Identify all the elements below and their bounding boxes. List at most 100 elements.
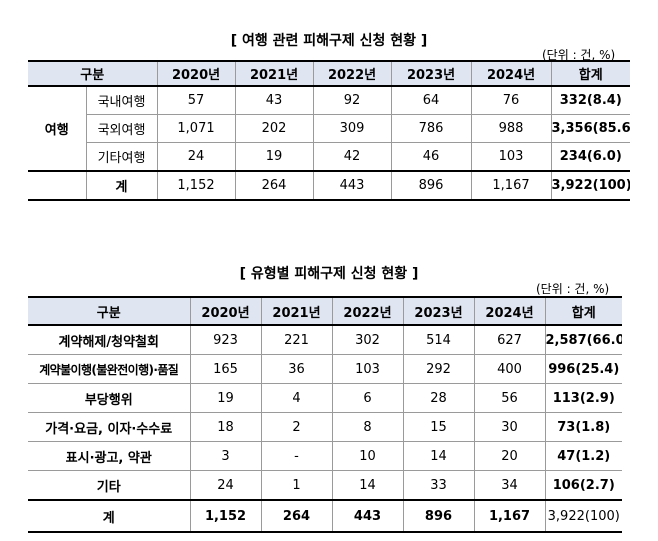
cell: 1 xyxy=(260,470,333,501)
total-cell: 73(1.8) xyxy=(544,412,622,442)
cell: 292 xyxy=(402,354,475,384)
header-category: 구분 xyxy=(28,296,191,326)
table-row: 가격·요금, 이자·수수료 18 2 8 15 30 73(1.8) xyxy=(28,412,622,442)
cell: 14 xyxy=(331,470,404,501)
header-2024: 2024년 xyxy=(470,60,552,87)
cell: 56 xyxy=(473,383,546,413)
row-label: 계 xyxy=(85,170,158,201)
total-cell: 996(25.4) xyxy=(544,354,622,384)
cell: 400 xyxy=(473,354,546,384)
row-label: 국내여행 xyxy=(85,85,158,115)
cell: 24 xyxy=(156,142,236,172)
table-row: 기타 24 1 14 33 34 106(2.7) xyxy=(28,470,622,501)
total-cell: 3,922(100) xyxy=(544,499,622,533)
cell: 443 xyxy=(312,170,392,201)
row-label: 부당행위 xyxy=(28,383,191,413)
cell: 4 xyxy=(260,383,333,413)
cell: 627 xyxy=(473,324,546,355)
table-header-row: 구분 2020년 2021년 2022년 2023년 2024년 합계 xyxy=(28,60,631,87)
cell: 10 xyxy=(331,441,404,471)
cell: 3 xyxy=(189,441,262,471)
cell: 103 xyxy=(331,354,404,384)
cell: - xyxy=(260,441,333,471)
row-label: 가격·요금, 이자·수수료 xyxy=(28,412,191,442)
cell: 786 xyxy=(390,114,472,143)
total-cell: 3,356(85.6) xyxy=(550,114,631,143)
cell: 42 xyxy=(312,142,392,172)
cell: 896 xyxy=(390,170,472,201)
header-total: 합계 xyxy=(544,296,622,326)
table-row: 부당행위 19 4 6 28 56 113(2.9) xyxy=(28,383,622,413)
cell: 18 xyxy=(189,412,262,442)
cell: 92 xyxy=(312,85,392,115)
cell: 64 xyxy=(390,85,472,115)
cell: 165 xyxy=(189,354,262,384)
cell: 8 xyxy=(331,412,404,442)
row-label: 기타여행 xyxy=(86,142,158,172)
cell: 6 xyxy=(331,383,404,413)
cell: 57 xyxy=(156,85,236,115)
header-2023: 2023년 xyxy=(402,296,475,326)
cell: 19 xyxy=(234,142,314,172)
cell: 1,152 xyxy=(156,170,236,201)
cell: 302 xyxy=(331,324,404,355)
header-total: 합계 xyxy=(550,60,631,87)
header-2024: 2024년 xyxy=(473,296,546,326)
cell: 20 xyxy=(473,441,546,471)
cell: 264 xyxy=(234,170,314,201)
table-row: 계약해제/청약철회 923 221 302 514 627 2,587(66.0… xyxy=(28,324,622,355)
cell: 514 xyxy=(402,324,475,355)
cell: 1,167 xyxy=(473,499,546,533)
header-2022: 2022년 xyxy=(331,296,404,326)
travel-complaints-table: 구분 2020년 2021년 2022년 2023년 2024년 합계 여행 국… xyxy=(28,60,631,201)
row-label: 국외여행 xyxy=(86,114,158,143)
cell: 202 xyxy=(234,114,314,143)
total-cell: 234(6.0) xyxy=(550,142,631,172)
table-row: 여행 국내여행 57 43 92 64 76 332(8.4) xyxy=(28,85,631,172)
cell: 33 xyxy=(402,470,475,501)
cell: 15 xyxy=(402,412,475,442)
cell: 103 xyxy=(470,142,552,172)
cell: 896 xyxy=(402,499,475,533)
table-row: 계약불이행(불완전이행)·품질 165 36 103 292 400 996(2… xyxy=(28,354,622,384)
cell: 1,152 xyxy=(189,499,262,533)
complaint-type-table: 구분 2020년 2021년 2022년 2023년 2024년 합계 계약해제… xyxy=(28,296,622,533)
table1-title: [ 여행 관련 피해구제 신청 현황 ] xyxy=(230,33,428,49)
cell: 36 xyxy=(260,354,333,384)
table2-title: [ 유형별 피해구제 신청 현황 ] xyxy=(239,266,419,282)
total-cell: 47(1.2) xyxy=(544,441,622,471)
header-2020: 2020년 xyxy=(156,60,236,87)
table2-unit: (단위 : 건, %) xyxy=(536,282,610,296)
header-category: 구분 xyxy=(28,60,158,87)
row-label: 계 xyxy=(28,499,191,533)
cell: 1,167 xyxy=(470,170,552,201)
group-label: 여행 xyxy=(28,85,87,172)
header-2023: 2023년 xyxy=(390,60,472,87)
total-cell: 3,922(100) xyxy=(550,170,631,201)
cell: 988 xyxy=(470,114,552,143)
row-label: 계약해제/청약철회 xyxy=(28,324,191,355)
row-label: 계약불이행(불완전이행)·품질 xyxy=(28,354,191,384)
cell: 43 xyxy=(234,85,314,115)
cell: 19 xyxy=(189,383,262,413)
table1-unit: (단위 : 건, %) xyxy=(542,48,616,62)
total-cell: 106(2.7) xyxy=(544,470,622,501)
cell: 923 xyxy=(189,324,262,355)
cell: 24 xyxy=(189,470,262,501)
header-2022: 2022년 xyxy=(312,60,392,87)
table-row: 표시·광고, 약관 3 - 10 14 20 47(1.2) xyxy=(28,441,622,471)
cell: 264 xyxy=(260,499,333,533)
total-cell: 2,587(66.0) xyxy=(544,324,622,355)
table-row: 국외여행 1,071 202 309 786 988 3,356(85.6) xyxy=(28,114,631,143)
cell: 28 xyxy=(402,383,475,413)
cell: 309 xyxy=(312,114,392,143)
table-row: 기타여행 24 19 42 46 103 234(6.0) xyxy=(28,142,631,172)
cell: 2 xyxy=(260,412,333,442)
row-label: 기타 xyxy=(28,470,191,501)
cell: 14 xyxy=(402,441,475,471)
row-label-empty xyxy=(28,170,87,201)
cell: 30 xyxy=(473,412,546,442)
cell: 443 xyxy=(331,499,404,533)
row-label: 표시·광고, 약관 xyxy=(28,441,191,471)
total-cell: 332(8.4) xyxy=(550,85,631,115)
